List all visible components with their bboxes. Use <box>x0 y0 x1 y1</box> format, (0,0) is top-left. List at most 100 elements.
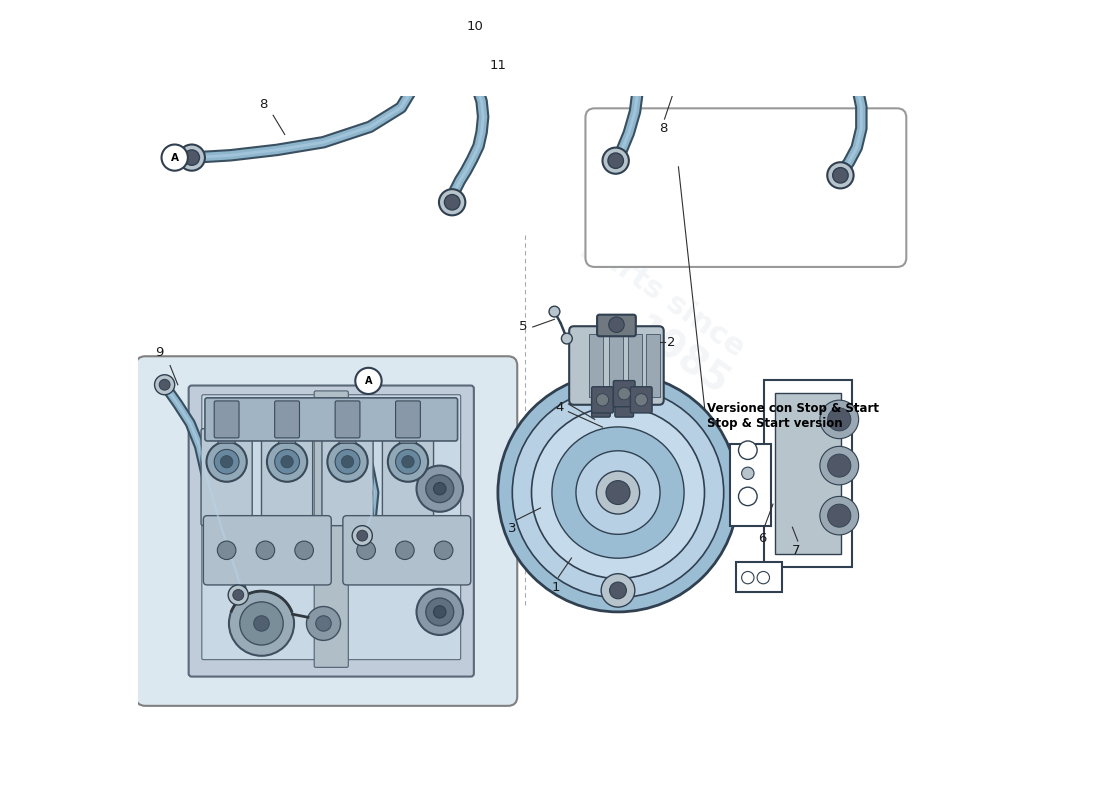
Circle shape <box>254 616 270 631</box>
FancyBboxPatch shape <box>427 22 454 47</box>
FancyBboxPatch shape <box>452 45 471 63</box>
Circle shape <box>820 496 859 535</box>
Circle shape <box>240 602 283 645</box>
Circle shape <box>356 530 367 541</box>
Circle shape <box>434 541 453 559</box>
Circle shape <box>738 441 757 459</box>
Circle shape <box>531 406 704 578</box>
Circle shape <box>606 481 630 505</box>
FancyBboxPatch shape <box>585 108 906 267</box>
FancyBboxPatch shape <box>592 386 614 413</box>
FancyBboxPatch shape <box>218 422 235 443</box>
Circle shape <box>439 189 465 215</box>
Text: 8: 8 <box>659 122 667 135</box>
Circle shape <box>552 427 684 558</box>
Text: 5: 5 <box>519 321 527 334</box>
Circle shape <box>827 454 851 477</box>
FancyBboxPatch shape <box>569 326 663 405</box>
Circle shape <box>596 471 639 514</box>
Circle shape <box>549 306 560 317</box>
Circle shape <box>433 482 446 495</box>
Circle shape <box>352 526 372 546</box>
Circle shape <box>214 450 239 474</box>
Text: 4: 4 <box>556 402 563 414</box>
Bar <box>608 334 623 397</box>
FancyBboxPatch shape <box>430 24 451 45</box>
Text: A: A <box>365 376 372 386</box>
Circle shape <box>738 487 757 506</box>
Circle shape <box>162 145 188 170</box>
FancyBboxPatch shape <box>399 422 417 443</box>
Text: 8: 8 <box>258 98 267 111</box>
Circle shape <box>218 541 235 559</box>
FancyBboxPatch shape <box>630 386 652 413</box>
Circle shape <box>426 475 453 502</box>
Bar <box>590 334 603 397</box>
Circle shape <box>827 504 851 527</box>
FancyBboxPatch shape <box>278 422 296 443</box>
Circle shape <box>618 387 630 400</box>
Circle shape <box>444 194 460 210</box>
Circle shape <box>229 591 294 656</box>
Text: 9: 9 <box>155 346 164 359</box>
FancyBboxPatch shape <box>315 391 349 667</box>
FancyBboxPatch shape <box>730 444 771 526</box>
Text: 11: 11 <box>490 58 506 72</box>
Circle shape <box>355 368 382 394</box>
Circle shape <box>280 455 294 468</box>
Circle shape <box>827 162 854 189</box>
FancyBboxPatch shape <box>204 516 331 585</box>
Circle shape <box>328 442 367 482</box>
Circle shape <box>228 585 249 605</box>
Circle shape <box>741 467 754 479</box>
Text: Versione con Stop & Start
Stop & Start version: Versione con Stop & Start Stop & Start v… <box>707 402 879 430</box>
Circle shape <box>184 150 199 166</box>
FancyBboxPatch shape <box>136 356 517 706</box>
FancyBboxPatch shape <box>774 393 840 554</box>
FancyBboxPatch shape <box>597 314 636 336</box>
Circle shape <box>426 598 453 626</box>
Circle shape <box>820 400 859 438</box>
Circle shape <box>160 379 170 390</box>
Bar <box>628 334 642 397</box>
Circle shape <box>207 442 246 482</box>
Text: 1: 1 <box>552 581 560 594</box>
FancyBboxPatch shape <box>214 401 239 438</box>
Circle shape <box>417 466 463 512</box>
FancyBboxPatch shape <box>189 386 474 677</box>
Circle shape <box>757 571 770 584</box>
Circle shape <box>316 616 331 631</box>
Circle shape <box>336 450 360 474</box>
Circle shape <box>433 606 446 618</box>
FancyBboxPatch shape <box>592 397 611 417</box>
Text: parts since: parts since <box>579 230 750 362</box>
Bar <box>646 334 660 397</box>
Circle shape <box>609 582 626 598</box>
FancyBboxPatch shape <box>383 429 433 526</box>
Circle shape <box>635 394 648 406</box>
Text: 6: 6 <box>758 532 767 545</box>
FancyBboxPatch shape <box>336 401 360 438</box>
Circle shape <box>602 574 635 607</box>
Circle shape <box>178 145 205 170</box>
FancyBboxPatch shape <box>201 429 252 526</box>
Circle shape <box>154 374 175 394</box>
Circle shape <box>402 455 415 468</box>
Text: 2: 2 <box>667 336 675 349</box>
Circle shape <box>608 153 624 168</box>
Circle shape <box>396 541 415 559</box>
FancyBboxPatch shape <box>615 397 634 417</box>
Circle shape <box>233 590 244 600</box>
Circle shape <box>561 333 572 344</box>
Circle shape <box>307 606 341 640</box>
FancyBboxPatch shape <box>201 394 461 660</box>
Circle shape <box>513 387 724 598</box>
Text: 3: 3 <box>508 522 517 535</box>
Circle shape <box>256 541 275 559</box>
Circle shape <box>295 541 313 559</box>
Circle shape <box>576 450 660 534</box>
Circle shape <box>596 394 608 406</box>
Circle shape <box>220 455 233 468</box>
Circle shape <box>275 450 299 474</box>
Circle shape <box>356 541 375 559</box>
